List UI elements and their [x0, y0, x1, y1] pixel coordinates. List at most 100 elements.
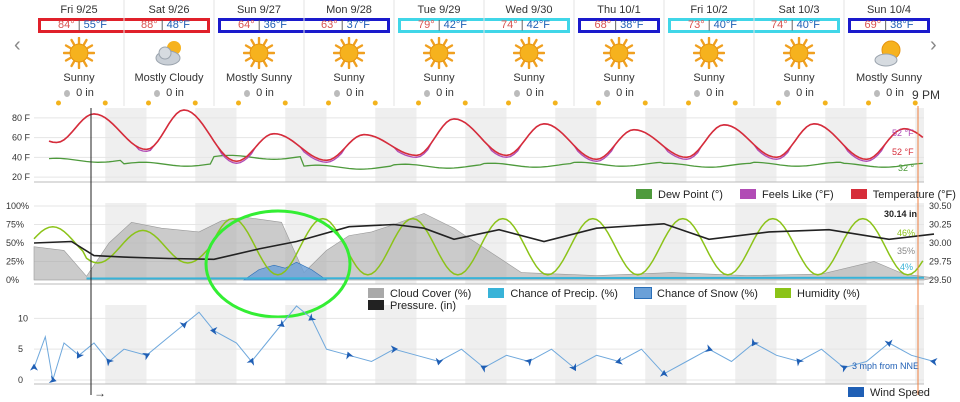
wind-speed-line — [33, 305, 935, 381]
temp-hi-lo: 68° | 38°F — [594, 19, 644, 31]
night-band — [105, 108, 147, 182]
sun-icon — [692, 36, 726, 70]
sky-axis-tick: 50% — [6, 238, 24, 248]
sunset-marker — [642, 100, 648, 106]
forecast-day[interactable]: Wed 9/30 Sunny 0 in — [484, 0, 574, 106]
now-label: 9 PM — [912, 88, 941, 102]
legend-wind: Wind Speed — [834, 387, 930, 399]
night-band — [105, 305, 147, 384]
forecast-day[interactable]: Sat 10/3 Sunny 0 in — [754, 0, 844, 106]
day-label: Sat 9/26 — [148, 4, 190, 16]
night-band — [465, 108, 507, 182]
legend-item-cloud[interactable]: Cloud Cover (%) — [368, 288, 471, 300]
legend-item-snow[interactable]: Chance of Snow (%) — [634, 287, 758, 300]
precip-end-label: 4% — [900, 262, 913, 272]
legend-item-feels[interactable]: Feels Like (°F) — [739, 189, 834, 201]
day-precip: 0 in — [304, 87, 394, 99]
day-condition: Sunny — [693, 72, 725, 84]
raindrop-icon — [424, 90, 431, 97]
pressure-axis-tick: 29.75 — [929, 257, 952, 267]
dew-point-end-label: 32 ° — [898, 163, 915, 173]
sun-icon — [62, 36, 96, 70]
temp-range-box: 69° | 38°F — [848, 18, 930, 33]
humidity-end-label: 46% — [897, 228, 915, 238]
temp-hi-lo: 79° | 42°F — [418, 19, 467, 31]
sunrise-marker — [506, 100, 511, 106]
wind-direction-marker — [839, 365, 848, 373]
wind-direction-marker — [884, 339, 893, 347]
wind-direction-marker — [569, 363, 576, 372]
forecast-day[interactable]: Tue 9/29 Sunny 0 in — [394, 0, 484, 106]
wind-direction-marker — [308, 313, 317, 321]
sky-axis-tick: 25% — [6, 257, 24, 267]
legend-item-pressure[interactable]: Pressure. (in) — [368, 300, 456, 312]
temp-axis-tick: 80 F — [12, 113, 31, 123]
raindrop-icon — [874, 90, 881, 97]
sunset-marker — [372, 100, 378, 106]
night-band — [555, 108, 597, 182]
wind-direction-marker — [76, 350, 84, 359]
pressure-axis-tick: 30.00 — [929, 238, 952, 248]
wind-direction-marker — [751, 338, 759, 347]
forecast-day[interactable]: Sun 10/4 Mostly Sunny 0 in — [844, 0, 934, 106]
temp-range-box: 68° | 38°F — [578, 18, 660, 33]
scroll-arrow-right[interactable]: → — [94, 386, 106, 400]
wind-axis-tick: 5 — [18, 344, 23, 354]
day-condition: Sunny — [423, 72, 455, 84]
legend-item-temp[interactable]: Temperature (°F) — [850, 189, 956, 201]
temp-axis-tick: 60 F — [12, 133, 31, 143]
day-condition: Mostly Sunny — [855, 72, 923, 84]
temp-hi-lo: 74° | 42°F — [501, 19, 550, 31]
wind-direction-marker — [106, 358, 114, 367]
legend-item-humidity[interactable]: Humidity (%) — [775, 288, 860, 300]
temp-hi-lo: 63° | 37°F — [321, 19, 370, 31]
wind-direction-marker — [276, 319, 285, 327]
sky-axis-tick: 0% — [6, 275, 19, 285]
legend-item-wind[interactable]: Wind Speed — [848, 387, 930, 399]
night-band — [375, 108, 417, 182]
legend-item-dew[interactable]: Dew Point (°) — [636, 189, 723, 201]
cloud-end-label: 35% — [897, 246, 915, 256]
sunrise-marker — [866, 100, 871, 106]
forecast-day[interactable]: Fri 9/25 Sunny 0 in — [34, 0, 124, 106]
day-precip: 0 in — [574, 87, 664, 99]
legend-temperature: Dew Point (°) Feels Like (°F) Temperatur… — [622, 189, 956, 201]
sunset-marker — [822, 100, 828, 106]
temperature-line — [48, 109, 924, 163]
day-precip: 0 in — [754, 87, 844, 99]
legend-item-precip[interactable]: Chance of Precip. (%) — [488, 288, 618, 300]
forecast-day[interactable]: Mon 9/28 Sunny 0 in — [304, 0, 394, 106]
sun-icon — [332, 36, 366, 70]
raindrop-icon — [514, 90, 521, 97]
night-band — [915, 108, 924, 182]
sunrise-marker — [56, 100, 61, 106]
sunrise-marker — [776, 100, 781, 106]
forecast-day[interactable]: Sat 9/26 Mostly Cloudy 0 in — [124, 0, 214, 106]
day-precip: 0 in — [664, 87, 754, 99]
sunrise-marker — [596, 100, 601, 106]
prev-arrow[interactable]: ‹ — [14, 34, 21, 56]
sunset-marker — [102, 100, 108, 106]
temp-hi-lo: 84° | 55°F — [58, 19, 107, 31]
day-condition: Sunny — [783, 72, 815, 84]
forecast-day[interactable]: Sun 9/27 Mostly Sunny 0 in — [214, 0, 304, 106]
next-arrow[interactable]: › — [930, 34, 937, 56]
wind-direction-marker — [659, 369, 668, 377]
wind-direction-marker — [179, 320, 188, 329]
forecast-day[interactable]: Thu 10/1 Sunny 0 in — [574, 0, 664, 106]
sunset-marker — [732, 100, 738, 106]
day-label: Tue 9/29 — [417, 4, 461, 16]
day-label: Fri 10/2 — [690, 4, 728, 16]
temp-hi-lo: 64° | 36°F — [238, 19, 287, 31]
night-band — [645, 108, 687, 182]
night-band — [555, 305, 597, 384]
night-band — [465, 305, 507, 384]
temp-hi-lo: 73° | 40°F — [688, 19, 737, 31]
wind-direction-marker — [48, 375, 57, 384]
night-band — [825, 108, 867, 182]
sun-icon — [602, 36, 636, 70]
raindrop-icon — [64, 90, 71, 97]
forecast-day[interactable]: Fri 10/2 Sunny 0 in — [664, 0, 754, 106]
mostly-sunny-icon — [873, 37, 905, 69]
mostly-cloudy-icon — [153, 37, 185, 69]
